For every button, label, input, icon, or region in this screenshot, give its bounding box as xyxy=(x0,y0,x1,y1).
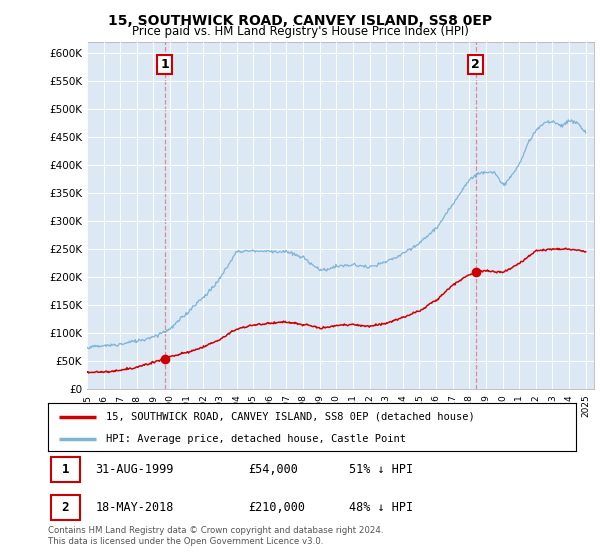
Text: 1: 1 xyxy=(61,463,69,476)
Text: 15, SOUTHWICK ROAD, CANVEY ISLAND, SS8 0EP (detached house): 15, SOUTHWICK ROAD, CANVEY ISLAND, SS8 0… xyxy=(106,412,475,422)
Text: 2: 2 xyxy=(471,58,480,71)
Text: 18-MAY-2018: 18-MAY-2018 xyxy=(95,501,174,514)
Text: 1: 1 xyxy=(160,58,169,71)
Text: £210,000: £210,000 xyxy=(248,501,305,514)
Text: Contains HM Land Registry data © Crown copyright and database right 2024.
This d: Contains HM Land Registry data © Crown c… xyxy=(48,526,383,546)
FancyBboxPatch shape xyxy=(50,458,80,482)
Text: HPI: Average price, detached house, Castle Point: HPI: Average price, detached house, Cast… xyxy=(106,434,406,444)
Text: 48% ↓ HPI: 48% ↓ HPI xyxy=(349,501,413,514)
FancyBboxPatch shape xyxy=(50,495,80,520)
Text: 51% ↓ HPI: 51% ↓ HPI xyxy=(349,463,413,476)
Text: £54,000: £54,000 xyxy=(248,463,299,476)
Text: 15, SOUTHWICK ROAD, CANVEY ISLAND, SS8 0EP: 15, SOUTHWICK ROAD, CANVEY ISLAND, SS8 0… xyxy=(108,14,492,28)
Text: 2: 2 xyxy=(61,501,69,514)
Text: 31-AUG-1999: 31-AUG-1999 xyxy=(95,463,174,476)
Text: Price paid vs. HM Land Registry's House Price Index (HPI): Price paid vs. HM Land Registry's House … xyxy=(131,25,469,38)
